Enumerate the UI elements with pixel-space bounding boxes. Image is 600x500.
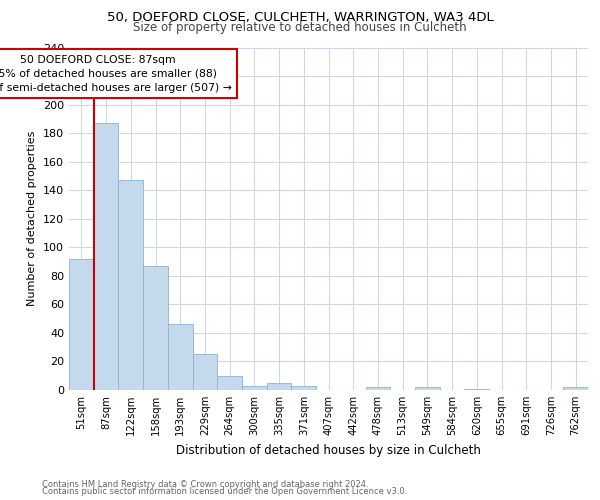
X-axis label: Distribution of detached houses by size in Culcheth: Distribution of detached houses by size … <box>176 444 481 456</box>
Bar <box>193 354 217 390</box>
Bar <box>563 387 588 390</box>
Bar <box>168 324 193 390</box>
Bar <box>94 123 118 390</box>
Bar <box>365 387 390 390</box>
Bar <box>464 388 489 390</box>
Text: 50 DOEFORD CLOSE: 87sqm
← 15% of detached houses are smaller (88)
85% of semi-de: 50 DOEFORD CLOSE: 87sqm ← 15% of detache… <box>0 54 232 92</box>
Text: Contains public sector information licensed under the Open Government Licence v3: Contains public sector information licen… <box>42 487 407 496</box>
Bar <box>118 180 143 390</box>
Bar <box>415 387 440 390</box>
Bar <box>267 383 292 390</box>
Y-axis label: Number of detached properties: Number of detached properties <box>28 131 37 306</box>
Bar <box>69 258 94 390</box>
Text: 50, DOEFORD CLOSE, CULCHETH, WARRINGTON, WA3 4DL: 50, DOEFORD CLOSE, CULCHETH, WARRINGTON,… <box>107 11 493 24</box>
Text: Size of property relative to detached houses in Culcheth: Size of property relative to detached ho… <box>133 22 467 35</box>
Bar <box>143 266 168 390</box>
Bar <box>292 386 316 390</box>
Bar <box>242 386 267 390</box>
Bar <box>217 376 242 390</box>
Text: Contains HM Land Registry data © Crown copyright and database right 2024.: Contains HM Land Registry data © Crown c… <box>42 480 368 489</box>
